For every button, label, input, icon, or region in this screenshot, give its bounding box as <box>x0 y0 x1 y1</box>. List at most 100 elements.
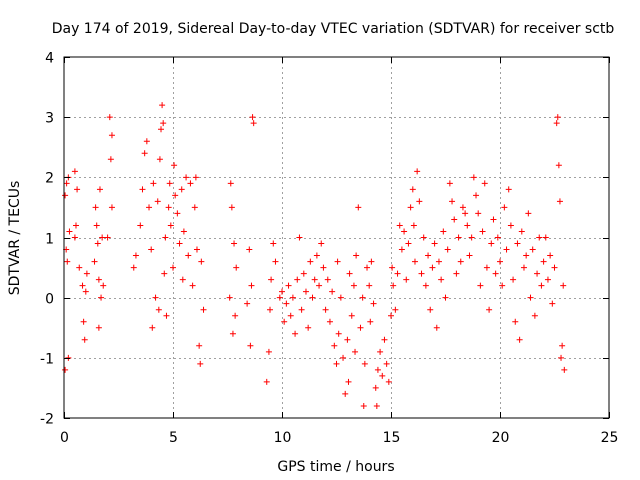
data-point <box>170 264 176 271</box>
data-point <box>554 114 561 121</box>
data-point <box>446 180 453 187</box>
data-point <box>130 264 137 271</box>
data-point <box>281 318 288 325</box>
data-point <box>507 222 514 229</box>
data-point <box>302 288 309 295</box>
data-point <box>529 246 536 253</box>
data-point <box>411 258 418 265</box>
data-point <box>342 390 349 397</box>
data-point <box>525 210 532 217</box>
data-point <box>272 258 279 265</box>
data-point <box>289 294 296 301</box>
chart-title: Day 174 of 2019, Sidereal Day-to-day VTE… <box>52 21 615 37</box>
data-point <box>265 348 272 355</box>
axis-ticks: 0 5 10 15 20 25 -2 -1 0 1 2 3 4 <box>40 51 618 447</box>
data-point <box>71 168 78 175</box>
plot-frame <box>63 56 610 419</box>
data-point <box>449 198 456 205</box>
data-point <box>159 102 166 109</box>
data-point <box>559 342 566 349</box>
data-point <box>150 180 157 187</box>
data-point <box>167 222 174 229</box>
data-point <box>418 270 425 277</box>
data-point <box>248 282 255 289</box>
data-point <box>155 306 162 313</box>
data-point <box>250 120 257 127</box>
data-point <box>294 276 301 283</box>
data-point <box>227 180 234 187</box>
data-point <box>62 366 69 373</box>
data-point <box>512 318 519 325</box>
data-point <box>161 270 168 277</box>
data-point <box>137 222 144 229</box>
data-point <box>228 204 235 211</box>
data-point <box>372 384 379 391</box>
data-point <box>374 366 381 373</box>
data-point <box>324 276 331 283</box>
data-point <box>93 222 100 229</box>
data-point <box>549 300 556 307</box>
data-point <box>141 150 148 157</box>
data-point <box>481 180 488 187</box>
data-point <box>231 240 238 247</box>
data-point <box>531 312 538 319</box>
data-point <box>95 276 102 283</box>
data-point <box>270 240 277 247</box>
y-axis-label: SDTVAR / TECUs <box>7 181 23 296</box>
data-point <box>72 222 79 229</box>
data-point <box>440 228 447 235</box>
data-point <box>249 114 256 121</box>
data-point <box>178 186 185 193</box>
data-point <box>198 258 205 265</box>
data-point <box>108 204 115 211</box>
data-point <box>536 234 543 241</box>
data-point <box>64 258 71 265</box>
data-point <box>350 282 357 289</box>
data-point <box>379 372 386 379</box>
data-point <box>435 258 442 265</box>
data-point <box>152 294 159 301</box>
data-point <box>540 258 547 265</box>
data-point <box>247 342 254 349</box>
x-tick-label: 0 <box>60 430 69 446</box>
data-point <box>394 270 401 277</box>
data-point <box>81 336 88 343</box>
data-point <box>180 228 187 235</box>
data-point <box>353 252 360 259</box>
data-point <box>287 312 294 319</box>
data-point <box>373 402 380 409</box>
data-point <box>183 174 190 181</box>
data-point <box>381 336 388 343</box>
data-point <box>263 378 270 385</box>
data-point <box>490 216 497 223</box>
data-point <box>422 282 429 289</box>
data-point <box>100 282 107 289</box>
data-point <box>162 234 169 241</box>
y-tick-label: -2 <box>40 412 54 428</box>
data-point <box>499 282 506 289</box>
data-point <box>233 264 240 271</box>
data-point <box>501 204 508 211</box>
data-point <box>313 252 320 259</box>
data-point <box>459 204 466 211</box>
y-tick-label: 4 <box>45 51 54 67</box>
data-point <box>551 264 558 271</box>
data-point <box>171 162 178 169</box>
data-point <box>542 234 549 241</box>
data-point <box>99 234 106 241</box>
data-point <box>383 360 390 367</box>
data-point <box>410 222 417 229</box>
data-point <box>558 354 565 361</box>
data-point <box>561 366 568 373</box>
data-point <box>95 324 102 331</box>
data-point <box>538 282 545 289</box>
data-point <box>132 252 139 259</box>
data-point <box>494 234 501 241</box>
data-point <box>453 270 460 277</box>
data-point <box>185 252 192 259</box>
data-point <box>505 186 512 193</box>
data-point <box>473 192 480 199</box>
data-point <box>344 336 351 343</box>
data-point <box>268 276 275 283</box>
data-point <box>298 306 305 313</box>
